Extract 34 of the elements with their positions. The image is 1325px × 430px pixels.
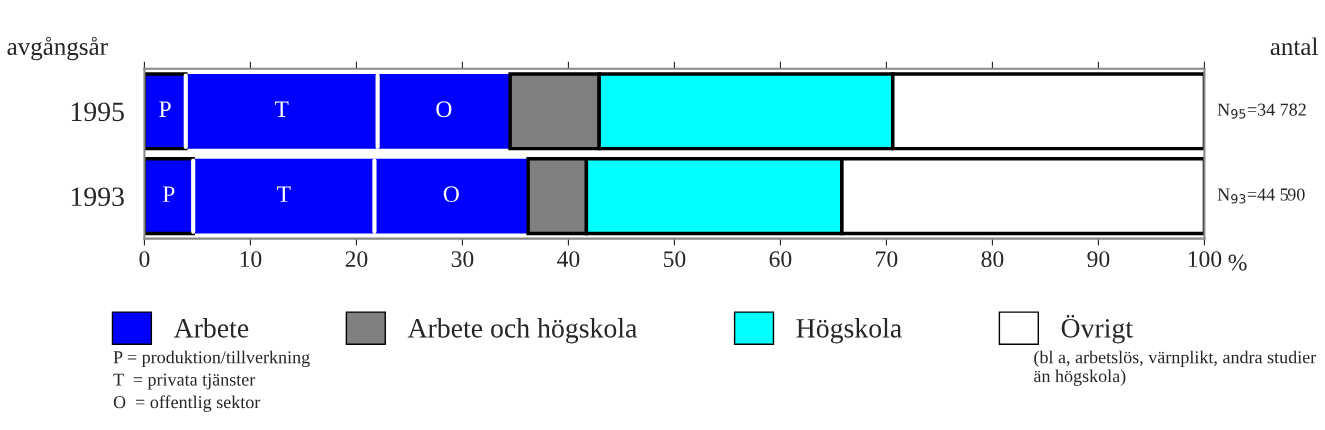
text: T xyxy=(277,186,291,202)
series-label: T xyxy=(274,101,289,117)
y-tick-label: 1993 xyxy=(71,187,124,207)
bar xyxy=(377,73,511,149)
bar xyxy=(374,158,529,234)
x-tick-label: 80 xyxy=(981,251,1004,268)
y-tick-label: 1995 xyxy=(71,102,124,122)
y2-axis-title: antal xyxy=(1270,37,1318,56)
text: N$_{93}$=44 590 xyxy=(1217,188,1305,204)
x-tick-label: 10 xyxy=(240,251,262,268)
x-tick-label: 90 xyxy=(1087,251,1110,268)
text: O = offentlig sektor xyxy=(113,395,261,412)
x-tick-label: 30 xyxy=(451,251,474,268)
x-tick-label: 40 xyxy=(557,251,580,268)
series-label: O xyxy=(436,101,452,118)
x-axis-title: % xyxy=(1228,254,1247,271)
legend-label: Övrigt xyxy=(1061,314,1133,344)
text: P = produktion/tillverkning xyxy=(113,350,310,368)
series-label: P xyxy=(159,101,171,117)
legend-label: Arbete och högskola xyxy=(407,318,637,344)
x-tick-label: 20 xyxy=(345,251,368,268)
text: P xyxy=(162,186,175,202)
x-tick-label: 0 xyxy=(139,251,150,268)
x-tick-label: 70 xyxy=(876,251,898,268)
legend-label: Högskola xyxy=(796,318,902,344)
x-tick-label: 60 xyxy=(769,251,792,268)
text: (bl a, arbetslös, värnplikt, andra studier än högskola) xyxy=(1034,350,1317,386)
text: O xyxy=(443,186,459,203)
text: Arbete xyxy=(173,318,249,338)
x-tick-label: 50 xyxy=(663,251,686,268)
text: T = privata tjänster xyxy=(113,373,256,390)
y-axis-title: avgångsår xyxy=(7,36,108,61)
text: N$_{95}$=34 782 xyxy=(1217,103,1306,119)
x-tick-label: 100 xyxy=(1188,251,1222,268)
